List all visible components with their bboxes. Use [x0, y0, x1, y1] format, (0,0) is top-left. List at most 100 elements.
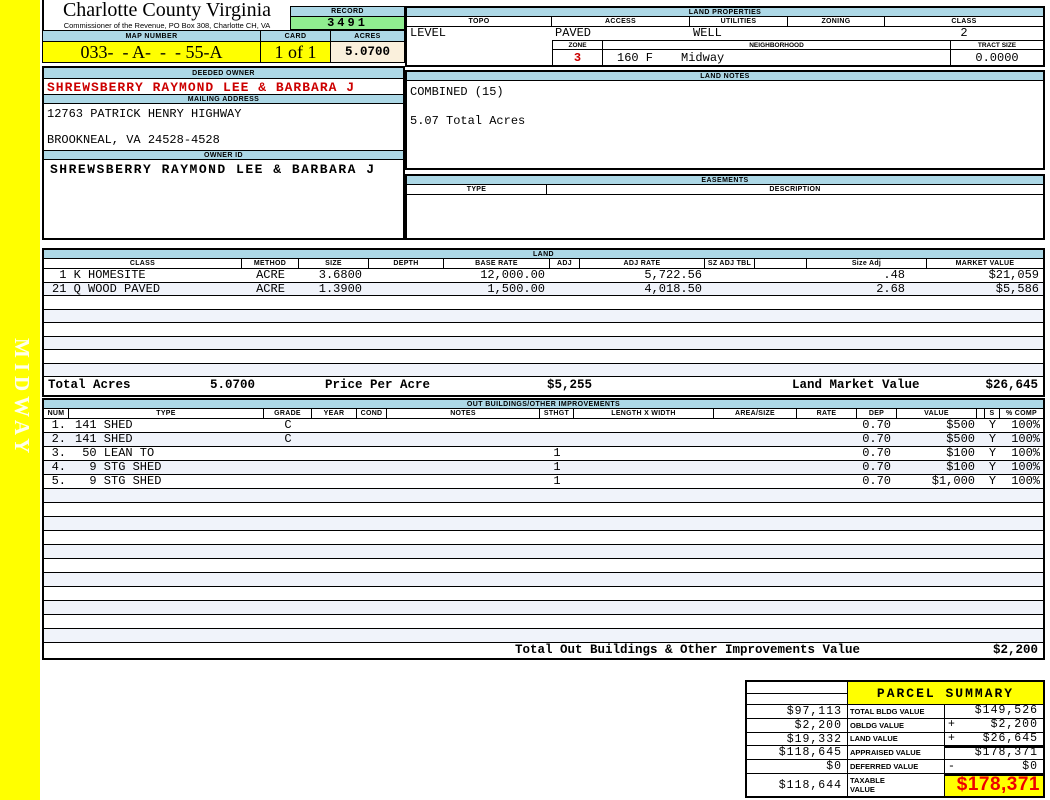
ob-cell — [264, 461, 312, 474]
ps-left-value: $118,645 — [747, 746, 848, 761]
ob-col-blank — [977, 409, 985, 418]
land-col-class: CLASS — [44, 259, 242, 268]
ob-cell: 1 — [553, 446, 561, 460]
topo-value: LEVEL — [410, 26, 447, 40]
ps-label: APPRAISED VALUE — [848, 746, 945, 761]
mailing-address-block: 12763 PATRICK HENRY HIGHWAY BROOKNEAL, V… — [44, 104, 403, 150]
ob-cell: Y — [988, 460, 997, 474]
ob-col-notes: NOTES — [387, 409, 540, 418]
deeded-owner-label: DEEDED OWNER — [44, 68, 403, 79]
neighborhood-vertical-label: MIDWAY — [10, 338, 34, 459]
address-line-2: BROOKNEAL, VA 24528-4528 — [47, 133, 220, 147]
commissioner-address: Commissioner of the Revenue, PO Box 308,… — [63, 21, 271, 30]
ob-cell: 5. — [51, 474, 66, 488]
address-line-1: 12763 PATRICK HENRY HIGHWAY — [47, 107, 242, 121]
neighborhood-value: 160 F Midway — [603, 50, 951, 65]
ob-cell — [357, 419, 387, 432]
land-col-adj: ADJ — [550, 259, 580, 268]
land-col-market-value: MARKET VALUE — [955, 260, 1015, 267]
ps-sign: - — [948, 759, 956, 773]
ob-cell: C — [284, 418, 292, 432]
land-properties-value-row: LEVEL PAVED WELL 2 — [407, 27, 1043, 40]
ob-cell: 1. — [51, 418, 66, 432]
neighborhood-label: NEIGHBORHOOD — [603, 41, 951, 49]
ob-cell — [357, 475, 387, 488]
tract-size-label: TRACT SIZE — [977, 41, 1017, 49]
map-number-value: 033- - A- - - 55-A — [42, 42, 260, 63]
ob-cell — [977, 419, 985, 432]
land-cell — [755, 283, 807, 296]
land-cell: .48 — [883, 268, 905, 282]
ps-label: DEFERRED VALUE — [848, 760, 945, 774]
neighborhood-name: Midway — [681, 50, 725, 65]
out-buildings-total-row: Total Out Buildings & Other Improvements… — [44, 643, 1043, 658]
out-buildings-section: OUT BUILDINGS/OTHER IMPROVEMENTS NUM TYP… — [42, 398, 1045, 660]
class-value: 2 — [960, 26, 968, 40]
land-cell — [550, 283, 580, 296]
ob-cell: 1 — [553, 474, 561, 488]
ob-cell: $1,000 — [931, 474, 975, 488]
acres-label: ACRES — [330, 30, 405, 42]
county-title-block: Charlotte County Virginia Commissioner o… — [42, 0, 290, 30]
ob-row: 2. 141 SHED C 0.70 $500 Y 100% — [44, 433, 1043, 447]
ob-cell — [574, 475, 714, 488]
ob-cell — [357, 461, 387, 474]
land-note-line-1: COMBINED (15) — [410, 85, 504, 99]
ob-col-dep: DEP — [857, 409, 897, 418]
land-col-depth: DEPTH — [369, 259, 444, 268]
ob-cell — [977, 447, 985, 460]
ps-value: $178,371 — [974, 745, 1038, 759]
land-header-row: CLASS METHOD SIZE DEPTH BASE RATE ADJ AD… — [44, 259, 1043, 269]
land-cell — [369, 269, 444, 282]
ob-col-type: TYPE — [69, 409, 264, 418]
taxable-left-value: $118,644 — [747, 773, 848, 796]
out-buildings-total-value: $2,200 — [992, 643, 1038, 657]
ob-cell: 141 SHED — [75, 432, 133, 446]
ob-cell — [357, 447, 387, 460]
owner-id-value: SHREWSBERRY RAYMOND LEE & BARBARA J — [50, 162, 376, 177]
ob-cell: Y — [988, 418, 997, 432]
ob-cell: 100% — [1011, 474, 1040, 488]
land-cell — [550, 269, 580, 282]
ob-cell — [797, 433, 857, 446]
sidebar-strip: MIDWAY — [0, 0, 40, 800]
access-label: ACCESS — [552, 17, 690, 26]
ob-cell: 100% — [1011, 432, 1040, 446]
ob-cell — [540, 419, 574, 432]
ob-empty-row — [44, 601, 1043, 615]
neighborhood-code: 160 F — [617, 50, 654, 65]
land-cell — [755, 269, 807, 282]
land-cell: 2.68 — [876, 281, 905, 296]
land-section: LAND CLASS METHOD SIZE DEPTH BASE RATE A… — [42, 248, 1045, 397]
ob-row: 3. 50 LEAN TO 1 0.70 $100 Y 100% — [44, 447, 1043, 461]
ob-empty-row — [44, 573, 1043, 587]
zone-label: ZONE — [553, 41, 603, 49]
ob-cell — [312, 461, 357, 474]
ob-col-year: YEAR — [312, 409, 357, 418]
ps-left-value: $97,113 — [747, 705, 848, 719]
total-acres-label: Total Acres — [48, 378, 131, 392]
land-row: 21 Q WOOD PAVED ACRE 1.3900 1,500.00 4,0… — [44, 281, 1043, 296]
ob-col-s: S — [985, 409, 1000, 418]
price-per-acre-label: Price Per Acre — [325, 378, 431, 392]
land-cell: $5,586 — [995, 281, 1039, 296]
ob-cell — [574, 419, 714, 432]
land-cell: $21,059 — [988, 268, 1039, 282]
ob-empty-row — [44, 587, 1043, 601]
ob-cell: 0.70 — [862, 460, 891, 474]
ps-left-value: $19,332 — [747, 732, 848, 747]
ob-cell: 100% — [1011, 460, 1040, 474]
parcel-summary-row: $0 DEFERRED VALUE - $0 — [747, 760, 1043, 774]
land-properties-header-row: TOPO ACCESS UTILITIES ZONING CLASS — [407, 17, 1043, 27]
ob-cell — [714, 447, 797, 460]
class-label: CLASS — [951, 18, 977, 25]
ob-empty-row — [44, 503, 1043, 517]
card-value: 1 of 1 — [260, 42, 330, 63]
land-properties-section: LAND PROPERTIES TOPO ACCESS UTILITIES ZO… — [405, 6, 1045, 67]
ob-cell: 9 STG SHED — [75, 460, 162, 474]
ps-sign: + — [948, 718, 956, 732]
ob-cell: 50 LEAN TO — [75, 446, 155, 460]
land-properties-title: LAND PROPERTIES — [407, 8, 1043, 17]
ob-cell — [357, 433, 387, 446]
parcel-summary-row: $97,113 TOTAL BLDG VALUE $149,526 — [747, 705, 1043, 719]
